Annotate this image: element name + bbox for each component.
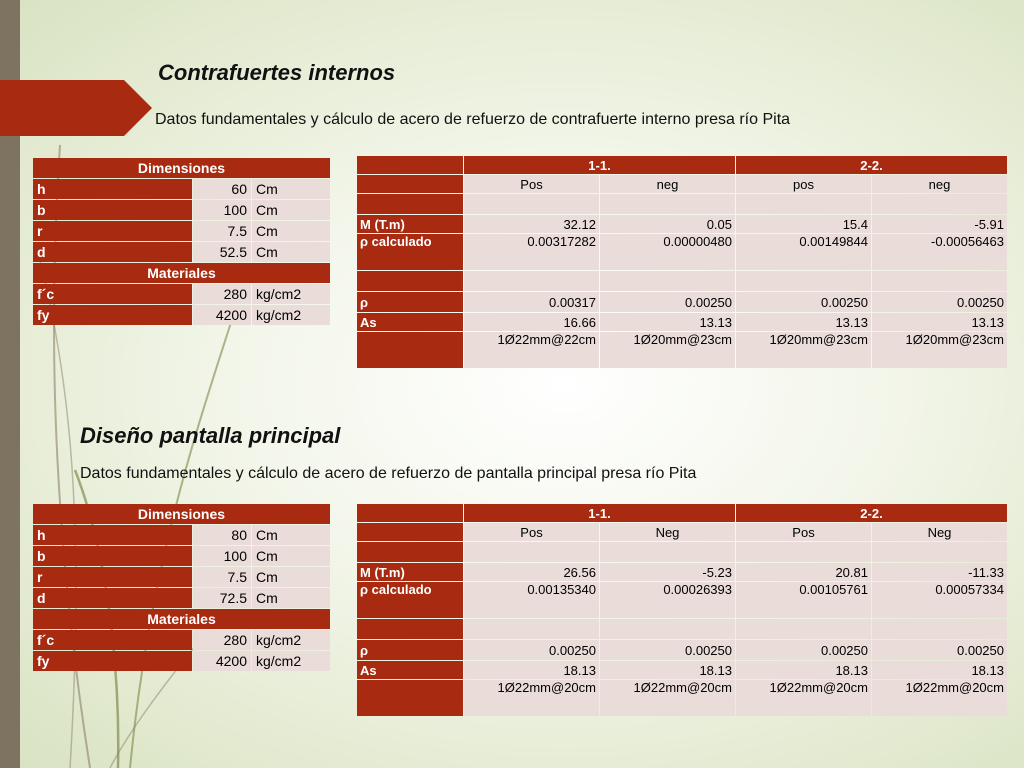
rho-calculated-label: ρ calculado	[357, 582, 463, 618]
rebar-row: 1Ø22mm@20cm 1Ø22mm@20cm 1Ø22mm@20cm 1Ø22…	[357, 680, 1007, 716]
as-row: As 18.13 18.13 18.13 18.13	[357, 661, 1007, 679]
calc-table-contrafuertes: 1-1. 2-2. Pos neg pos neg M (T.m) 32.12 …	[356, 155, 1008, 369]
subheader-cell: Neg	[600, 523, 735, 541]
group-2-2: 2-2.	[736, 156, 1007, 174]
section-subtitle-pantalla: Datos fundamentales y cálculo de acero d…	[80, 465, 697, 482]
rho-calculated-label: ρ calculado	[357, 234, 463, 270]
material-row-fc: f´c 280 kg/cm2	[33, 630, 330, 650]
dim-row-b: b 100 Cm	[33, 546, 330, 566]
subheader-cell: pos	[736, 175, 871, 193]
rho-row: ρ 0.00250 0.00250 0.00250 0.00250	[357, 640, 1007, 660]
group-1-1: 1-1.	[464, 156, 735, 174]
dim-row-r: r 7.5 Cm	[33, 567, 330, 587]
material-row-fc: f´c 280 kg/cm2	[33, 284, 330, 304]
rho-label: ρ	[357, 640, 463, 660]
section-title-contrafuertes: Contrafuertes internos	[158, 60, 396, 85]
material-row-fy: fy 4200 kg/cm2	[33, 305, 330, 325]
rho-label: ρ	[357, 292, 463, 312]
left-accent-bar	[0, 0, 20, 768]
calc-corner	[357, 504, 463, 522]
material-row-fy: fy 4200 kg/cm2	[33, 651, 330, 671]
rho-row: ρ 0.00317 0.00250 0.00250 0.00250	[357, 292, 1007, 312]
subheader-cell: Pos	[464, 175, 599, 193]
dimensions-header: Dimensiones	[33, 504, 330, 524]
dim-row-r: r 7.5 Cm	[33, 221, 330, 241]
dimensions-header: Dimensiones	[33, 158, 330, 178]
as-label: As	[357, 313, 463, 331]
subheader-cell: Neg	[872, 523, 1007, 541]
dim-row-b: b 100 Cm	[33, 200, 330, 220]
materials-header: Materiales	[33, 609, 330, 629]
title-arrow-banner	[0, 80, 152, 136]
rho-calculated-row: ρ calculado 0.00135340 0.00026393 0.0010…	[357, 582, 1007, 618]
subheader-cell: neg	[872, 175, 1007, 193]
dimensions-table-contrafuertes: Dimensiones h 60 Cm b 100 Cm r 7.5 Cm d 52.5 Cm …	[32, 157, 331, 326]
moment-label: M (T.m)	[357, 215, 463, 233]
section-title-pantalla: Diseño pantalla principal	[80, 423, 341, 448]
dimensions-table-pantalla: Dimensiones h 80 Cm b 100 Cm r 7.5 Cm d 72.5 Cm …	[32, 503, 331, 672]
group-1-1: 1-1.	[464, 504, 735, 522]
section-subtitle-contrafuertes: Datos fundamentales y cálculo de acero d…	[155, 111, 791, 128]
rho-calculated-row: ρ calculado 0.00317282 0.00000480 0.0014…	[357, 234, 1007, 270]
calc-table-pantalla: 1-1. 2-2. Pos Neg Pos Neg M (T.m) 26.56 …	[356, 503, 1008, 717]
dim-row-d: d 72.5 Cm	[33, 588, 330, 608]
as-row: As 16.66 13.13 13.13 13.13	[357, 313, 1007, 331]
moment-row: M (T.m) 32.12 0.05 15.4 -5.91	[357, 215, 1007, 233]
moment-row: M (T.m) 26.56 -5.23 20.81 -11.33	[357, 563, 1007, 581]
dim-row-h: h 60 Cm	[33, 179, 330, 199]
dim-row-d: d 52.5 Cm	[33, 242, 330, 262]
calc-corner	[357, 156, 463, 174]
subheader-cell: Pos	[464, 523, 599, 541]
dim-row-h: h 80 Cm	[33, 525, 330, 545]
rebar-row: 1Ø22mm@22cm 1Ø20mm@23cm 1Ø20mm@23cm 1Ø20…	[357, 332, 1007, 368]
subheader-cell: neg	[600, 175, 735, 193]
materials-header: Materiales	[33, 263, 330, 283]
subheader-cell: Pos	[736, 523, 871, 541]
group-2-2: 2-2.	[736, 504, 1007, 522]
as-label: As	[357, 661, 463, 679]
moment-label: M (T.m)	[357, 563, 463, 581]
